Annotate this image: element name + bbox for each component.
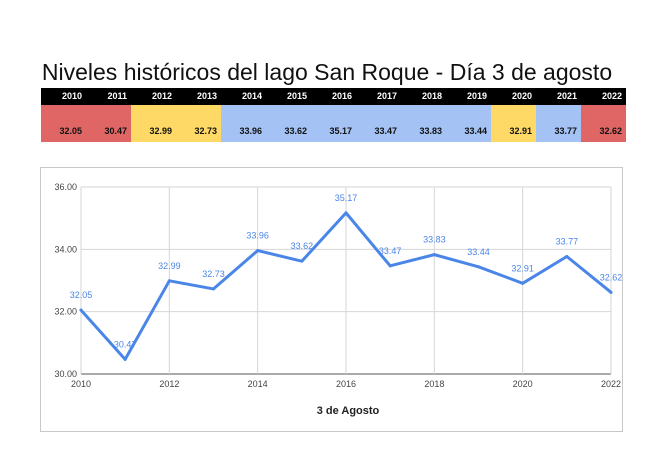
table-value-cell: 33.77 xyxy=(536,105,581,142)
data-label: 33.44 xyxy=(467,247,490,257)
table-year-cell: 2010 xyxy=(41,88,86,105)
table-year-cell: 2018 xyxy=(401,88,446,105)
data-point xyxy=(432,253,436,257)
table-column: 2015 33.62 xyxy=(266,88,311,142)
table-value-cell: 33.62 xyxy=(266,105,311,142)
table-column: 2018 33.83 xyxy=(401,88,446,142)
table-value-cell: 32.05 xyxy=(41,105,86,142)
table-value-cell: 32.62 xyxy=(581,105,626,142)
table-year-cell: 2020 xyxy=(491,88,536,105)
table-year-cell: 2021 xyxy=(536,88,581,105)
data-label: 33.96 xyxy=(246,231,269,241)
data-label: 32.62 xyxy=(600,272,623,282)
table-value-cell: 33.96 xyxy=(221,105,266,142)
data-label: 33.83 xyxy=(423,235,446,245)
table-column: 2021 33.77 xyxy=(536,88,581,142)
x-tick-label: 2010 xyxy=(71,379,91,389)
table-column: 2011 30.47 xyxy=(86,88,131,142)
table-value-cell: 32.91 xyxy=(491,105,536,142)
table-value-cell: 33.44 xyxy=(446,105,491,142)
data-point xyxy=(521,281,525,285)
data-point xyxy=(565,255,569,259)
x-tick-label: 2022 xyxy=(601,379,621,389)
data-label: 35.17 xyxy=(335,193,358,203)
data-label: 32.91 xyxy=(511,263,534,273)
table-column: 2017 33.47 xyxy=(356,88,401,142)
data-label: 33.77 xyxy=(556,237,579,247)
table-year-cell: 2014 xyxy=(221,88,266,105)
table-column: 2022 32.62 xyxy=(581,88,626,142)
table-year-cell: 2012 xyxy=(131,88,176,105)
x-tick-label: 2016 xyxy=(336,379,356,389)
x-tick-label: 2020 xyxy=(513,379,533,389)
data-point xyxy=(79,308,83,312)
data-point xyxy=(167,279,171,283)
table-column: 2020 32.91 xyxy=(491,88,536,142)
table-value-cell: 32.73 xyxy=(176,105,221,142)
data-label: 30.47 xyxy=(114,339,137,349)
x-tick-label: 2012 xyxy=(159,379,179,389)
table-value-cell: 30.47 xyxy=(86,105,131,142)
data-label: 33.62 xyxy=(291,241,314,251)
table-year-cell: 2011 xyxy=(86,88,131,105)
y-tick-label: 34.00 xyxy=(54,244,77,254)
data-point xyxy=(123,357,127,361)
table-column: 2016 35.17 xyxy=(311,88,356,142)
data-point xyxy=(477,265,480,269)
data-point xyxy=(300,259,304,263)
chart-svg: 30.00 32.00 34.00 36.00 2010 2012 2014 2016 2018… xyxy=(54,182,623,417)
data-point xyxy=(256,249,260,253)
table-column: 2014 33.96 xyxy=(221,88,266,142)
table-column: 2010 32.05 xyxy=(41,88,86,142)
data-label: 32.73 xyxy=(202,269,225,279)
table-value-cell: 35.17 xyxy=(311,105,356,142)
y-tick-label: 30.00 xyxy=(54,369,77,379)
x-axis-label: 3 de Agosto xyxy=(317,405,380,417)
table-year-cell: 2015 xyxy=(266,88,311,105)
table-year-cell: 2013 xyxy=(176,88,221,105)
data-point xyxy=(212,287,215,291)
data-point xyxy=(609,290,613,294)
table-value-cell: 32.99 xyxy=(131,105,176,142)
table-year-cell: 2019 xyxy=(446,88,491,105)
y-tick-label: 32.00 xyxy=(54,307,77,317)
table-column: 2019 33.44 xyxy=(446,88,491,142)
line-chart: 30.00 32.00 34.00 36.00 2010 2012 2014 2016 2018… xyxy=(40,167,623,432)
page-title: Niveles históricos del lago San Roque - … xyxy=(41,59,613,85)
table-value-cell: 33.47 xyxy=(356,105,401,142)
x-tick-label: 2018 xyxy=(424,379,444,389)
data-point xyxy=(388,264,392,268)
table-year-cell: 2022 xyxy=(581,88,626,105)
data-point xyxy=(344,211,348,215)
table-year-cell: 2017 xyxy=(356,88,401,105)
data-label: 32.99 xyxy=(158,261,181,271)
table-year-cell: 2016 xyxy=(311,88,356,105)
x-tick-label: 2014 xyxy=(248,379,268,389)
table-column: 2013 32.73 xyxy=(176,88,221,142)
data-label: 33.47 xyxy=(379,246,402,256)
data-label: 32.05 xyxy=(70,290,93,300)
year-values-table: 2010 32.05 2011 30.47 2012 32.99 2013 32.73 2014… xyxy=(41,88,626,142)
table-value-cell: 33.83 xyxy=(401,105,446,142)
table-column: 2012 32.99 xyxy=(131,88,176,142)
y-tick-label: 36.00 xyxy=(54,182,77,192)
